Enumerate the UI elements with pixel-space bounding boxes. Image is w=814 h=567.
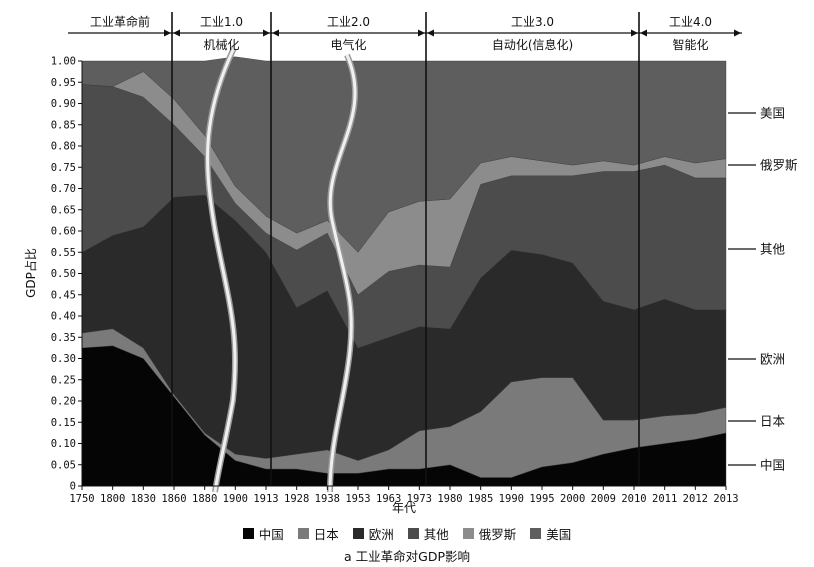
x-tick-label: 1830 [131,493,156,505]
legend-item: 中国 [242,524,284,543]
era-title: 工业2.0 [327,15,370,29]
x-tick-label: 1985 [468,493,493,505]
side-label: 欧洲 [760,352,785,367]
era-arrow-right [631,29,638,37]
y-axis-title: GDP占比 [23,248,38,298]
legend-swatch [242,527,254,539]
era-subtitle: 电气化 [330,37,366,52]
side-label: 美国 [760,106,785,121]
x-tick-label: 1995 [529,493,554,505]
x-tick-label: 2010 [621,493,646,505]
x-tick-label: 2013 [713,493,738,505]
x-tick-label: 1980 [437,493,462,505]
x-tick-label: 1973 [407,493,432,505]
y-tick-label: 0.40 [51,311,76,323]
y-tick-label: 0.75 [51,162,76,174]
series-area-5 [81,56,727,253]
y-tick-label: 0.90 [51,98,76,110]
era-arrow-left [427,29,434,37]
era-subtitle: 自动化(信息化) [492,37,573,52]
side-label: 其他 [760,242,786,257]
era-bands: 工业革命前 工业1.0 机械化 工业2.0 电气化 工业3.0 自动化(信息化) 工业4.0 智… [68,12,742,486]
era-arrow-right [418,29,425,37]
x-tick-label: 1913 [253,493,278,505]
era-subtitle: 机械化 [203,37,239,52]
y-tick-label: 0.80 [51,141,76,153]
y-tick-label: 0.55 [51,247,76,259]
plot-area [81,46,727,493]
y-tick-label: 0.10 [51,438,76,450]
legend-item: 欧洲 [352,524,394,543]
legend-item: 其他 [407,524,449,543]
legend-item: 日本 [297,524,339,543]
y-tick-label: 0 [70,481,76,493]
legend-item: 美国 [530,524,571,543]
y-tick-label: 0.25 [51,374,76,386]
y-tick-label: 0.85 [51,119,76,131]
x-tick-label: 1990 [499,493,524,505]
y-tick-label: 0.45 [51,289,76,301]
side-label: 俄罗斯 [760,158,798,173]
legend-swatch [407,527,419,539]
era-arrow-left [640,29,647,37]
x-tick-label: 1928 [284,493,309,505]
era-title: 工业1.0 [200,15,243,29]
y-tick-label: 0.70 [51,183,76,195]
legend: 中国 日本 欧洲 其他 俄罗斯 美国 [0,522,814,544]
x-tick-label: 2011 [652,493,677,505]
legend-label: 美国 [546,526,572,542]
y-tick-label: 0.60 [51,226,76,238]
era-title: 工业4.0 [669,15,712,29]
era-arrow-left [272,29,279,37]
legend-label: 欧洲 [368,526,394,542]
y-tick-label: 1.00 [51,56,76,68]
wave-ribbon-core-0 [206,47,237,493]
figure-caption: a 工业革命对GDP影响 [344,549,470,564]
x-axis-title: 年代 [392,501,416,515]
y-tick-label: 0.30 [51,353,76,365]
legend-swatch [530,527,542,539]
side-label: 日本 [760,414,786,429]
era-subtitle: 智能化 [672,37,708,52]
era-arrow-right [263,29,270,37]
era-arrow-right [734,29,741,37]
x-tick-label: 1900 [223,493,248,505]
y-tick-label: 0.05 [51,459,76,471]
y-tick-label: 0.20 [51,396,76,408]
x-tick-label: 1860 [161,493,186,505]
era-arrow-left [173,29,180,37]
legend-label: 中国 [258,526,284,542]
gdp-share-chart: 工业革命前 工业1.0 机械化 工业2.0 电气化 工业3.0 自动化(信息化) 工业4.0 智… [23,12,798,516]
y-tick-label: 0.35 [51,332,76,344]
era-arrow-right [164,29,171,37]
legend-swatch [352,527,364,539]
legend-swatch [462,527,474,539]
x-tick-label: 1953 [345,493,370,505]
era-title: 工业3.0 [511,15,554,29]
side-label: 中国 [760,458,785,473]
legend-swatch [297,527,309,539]
x-tick-label: 1750 [69,493,94,505]
era-title: 工业革命前 [90,14,150,29]
legend-item: 俄罗斯 [462,524,517,543]
x-tick-label: 2000 [560,493,585,505]
x-tick-label: 1880 [192,493,217,505]
x-tick-label: 1800 [100,493,125,505]
x-tick-label: 2009 [591,493,616,505]
y-tick-label: 0.50 [51,268,76,280]
x-tick-label: 1963 [376,493,401,505]
wave-ribbon-core-1 [328,54,357,493]
legend-label: 其他 [423,526,449,542]
y-tick-label: 0.95 [51,77,76,89]
x-tick-label: 2012 [683,493,708,505]
y-tick-label: 0.15 [51,417,76,429]
y-tick-label: 0.65 [51,204,76,216]
legend-label: 俄罗斯 [478,526,517,542]
axes: 0 0.05 0.10 0.15 0.20 0.25 0.30 0.35 0.40 0.45 0.5… [23,56,739,516]
x-tick-label: 1938 [315,493,340,505]
legend-label: 日本 [313,526,339,542]
